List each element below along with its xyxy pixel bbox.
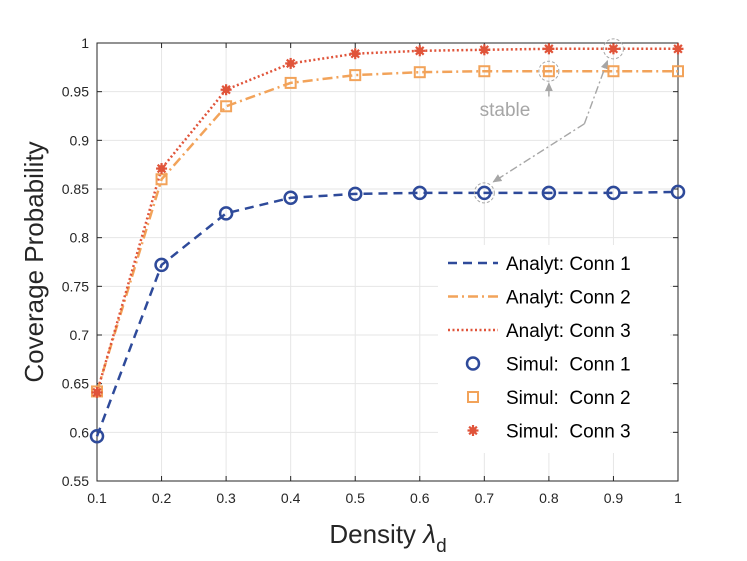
asterisk-core (287, 59, 295, 67)
asterisk-core (416, 47, 424, 55)
legend-label: Simul: Conn 1 (506, 355, 631, 376)
legend-entry: Simul: Conn 1 (465, 355, 631, 376)
x-tick-label: 1 (674, 490, 682, 506)
sim-marker-conn-1 (606, 185, 621, 201)
x-tick-label: 0.9 (604, 490, 624, 506)
sim-marker-conn-1 (541, 185, 557, 201)
series-lines (95, 47, 679, 437)
y-tick-label: 0.8 (70, 230, 90, 246)
legend-entry: Simul: Conn 2 (467, 388, 631, 409)
sim-marker-conn-2 (284, 76, 297, 89)
sim-marker-conn-3 (543, 43, 555, 55)
legend-entry: Analyt: Conn 2 (448, 288, 631, 309)
y-tick-label: 0.95 (62, 84, 89, 100)
sim-marker-conn-3 (414, 45, 426, 57)
plot-frame (96, 42, 679, 482)
analytical-line-conn-3 (95, 47, 678, 393)
x-tick-label: 0.4 (281, 490, 301, 506)
sim-marker-conn-1 (412, 185, 428, 201)
y-tick-label: 0.9 (70, 132, 90, 148)
axis-ticks: 0.1 0.2 0.3 0.4 0.5 0.6 0.7 0.8 0.9 1 0.55 0.6 0.65 0… (62, 35, 682, 506)
asterisk-core (158, 165, 166, 173)
sim-marker-conn-2 (413, 66, 426, 79)
sim-marker-conn-1 (283, 190, 298, 206)
sim-marker-conn-3 (220, 84, 232, 96)
sim-marker-conn-2 (349, 69, 362, 82)
legend-label: Analyt: Conn 2 (506, 288, 631, 309)
asterisk-core (351, 50, 359, 58)
sim-marker-conn-3 (285, 57, 297, 69)
sim-marker-conn-3 (607, 43, 619, 55)
stable-highlight-circle (473, 182, 495, 204)
stable-arrow (583, 59, 609, 125)
legend-marker-sample (465, 356, 481, 371)
stable-annotation: stable (473, 38, 624, 204)
x-tick-label: 0.8 (539, 490, 559, 506)
x-axis-subscript: d (436, 536, 447, 557)
sim-marker-conn-1 (154, 257, 169, 273)
legend-entry: Analyt: Conn 3 (448, 321, 631, 342)
stable-arrow (492, 123, 585, 183)
sim-marker-conn-1 (89, 428, 105, 444)
x-tick-label: 0.1 (87, 490, 107, 506)
sim-marker-conn-3 (672, 43, 684, 55)
y-axis-label: Coverage Probability (19, 141, 49, 382)
asterisk-core (609, 45, 617, 53)
x-axis-symbol: λ (421, 519, 436, 549)
stable-highlight-circle (602, 38, 624, 60)
x-tick-label: 0.5 (345, 490, 365, 506)
legend-marker-sample (467, 425, 479, 436)
sim-marker-conn-3 (91, 386, 103, 398)
legend-entry: Analyt: Conn 1 (448, 254, 631, 275)
stable-highlight-circle (538, 60, 560, 82)
sim-marker-conn-2 (672, 65, 684, 78)
y-tick-label: 0.55 (62, 473, 89, 489)
x-axis-label-text: Density (329, 519, 416, 549)
sim-marker-conn-2 (155, 173, 168, 186)
legend-marker-sample (467, 391, 479, 403)
y-tick-label: 0.75 (62, 278, 89, 294)
legend: Analyt: Conn 1 Analyt: Conn 2 Analyt: Conn… (438, 245, 670, 453)
x-tick-label: 0.3 (216, 490, 236, 506)
analytical-line-conn-1 (95, 190, 679, 437)
sim-marker-conn-3 (156, 163, 168, 175)
analytical-line-conn-2 (95, 69, 678, 392)
sim-marker-conn-2 (220, 100, 233, 113)
legend-label: Analyt: Conn 3 (506, 321, 631, 342)
legend-label: Simul: Conn 3 (506, 422, 631, 443)
sim-marker-conn-3 (478, 44, 490, 56)
legend-label: Simul: Conn 2 (506, 388, 631, 409)
asterisk-core (93, 388, 101, 396)
sim-marker-conn-1 (347, 186, 363, 202)
sim-marker-conn-1 (477, 185, 492, 201)
y-tick-label: 0.85 (62, 181, 89, 197)
y-tick-label: 0.6 (70, 424, 90, 440)
asterisk-core (545, 45, 553, 53)
x-tick-label: 0.6 (410, 490, 430, 506)
stable-annotation-text: stable (480, 100, 531, 121)
y-tick-label: 0.7 (70, 327, 90, 343)
legend-label: Analyt: Conn 1 (506, 254, 631, 275)
legend-entry: Simul: Conn 3 (467, 422, 631, 443)
x-tick-label: 0.7 (475, 490, 495, 506)
asterisk-core (222, 86, 230, 94)
sim-marker-conn-1 (218, 206, 234, 221)
sim-marker-conn-1 (670, 184, 686, 200)
x-axis-label: Density λd (329, 519, 446, 557)
sim-marker-conn-2 (542, 65, 555, 78)
y-tick-label: 0.65 (62, 376, 89, 392)
asterisk-core (469, 427, 477, 434)
sim-marker-conn-3 (349, 48, 361, 60)
x-tick-label: 0.2 (152, 490, 172, 506)
sim-marker-conn-2 (478, 65, 491, 78)
y-tick-label: 1 (81, 35, 89, 51)
series-markers (89, 43, 686, 444)
legend-box (438, 245, 670, 453)
asterisk-core (480, 46, 488, 54)
asterisk-core (674, 45, 682, 53)
sim-marker-conn-2 (607, 65, 620, 78)
